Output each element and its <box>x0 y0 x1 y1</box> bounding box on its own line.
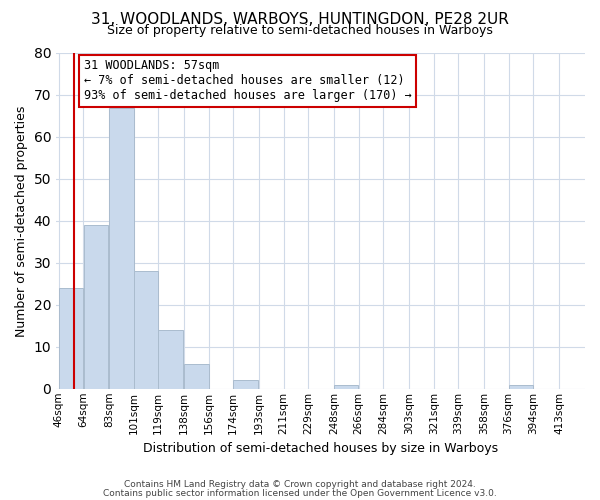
Text: 31, WOODLANDS, WARBOYS, HUNTINGDON, PE28 2UR: 31, WOODLANDS, WARBOYS, HUNTINGDON, PE28… <box>91 12 509 28</box>
Text: Contains public sector information licensed under the Open Government Licence v3: Contains public sector information licen… <box>103 489 497 498</box>
Bar <box>184 364 209 389</box>
Bar <box>158 330 182 389</box>
Bar <box>509 384 533 389</box>
Text: Size of property relative to semi-detached houses in Warboys: Size of property relative to semi-detach… <box>107 24 493 37</box>
Bar <box>233 380 257 389</box>
Bar <box>334 384 358 389</box>
Bar <box>109 108 134 389</box>
Y-axis label: Number of semi-detached properties: Number of semi-detached properties <box>15 105 28 336</box>
Text: 31 WOODLANDS: 57sqm
← 7% of semi-detached houses are smaller (12)
93% of semi-de: 31 WOODLANDS: 57sqm ← 7% of semi-detache… <box>84 60 412 102</box>
Bar <box>59 288 83 389</box>
X-axis label: Distribution of semi-detached houses by size in Warboys: Distribution of semi-detached houses by … <box>143 442 498 455</box>
Bar <box>134 271 158 389</box>
Bar <box>83 225 107 389</box>
Text: Contains HM Land Registry data © Crown copyright and database right 2024.: Contains HM Land Registry data © Crown c… <box>124 480 476 489</box>
